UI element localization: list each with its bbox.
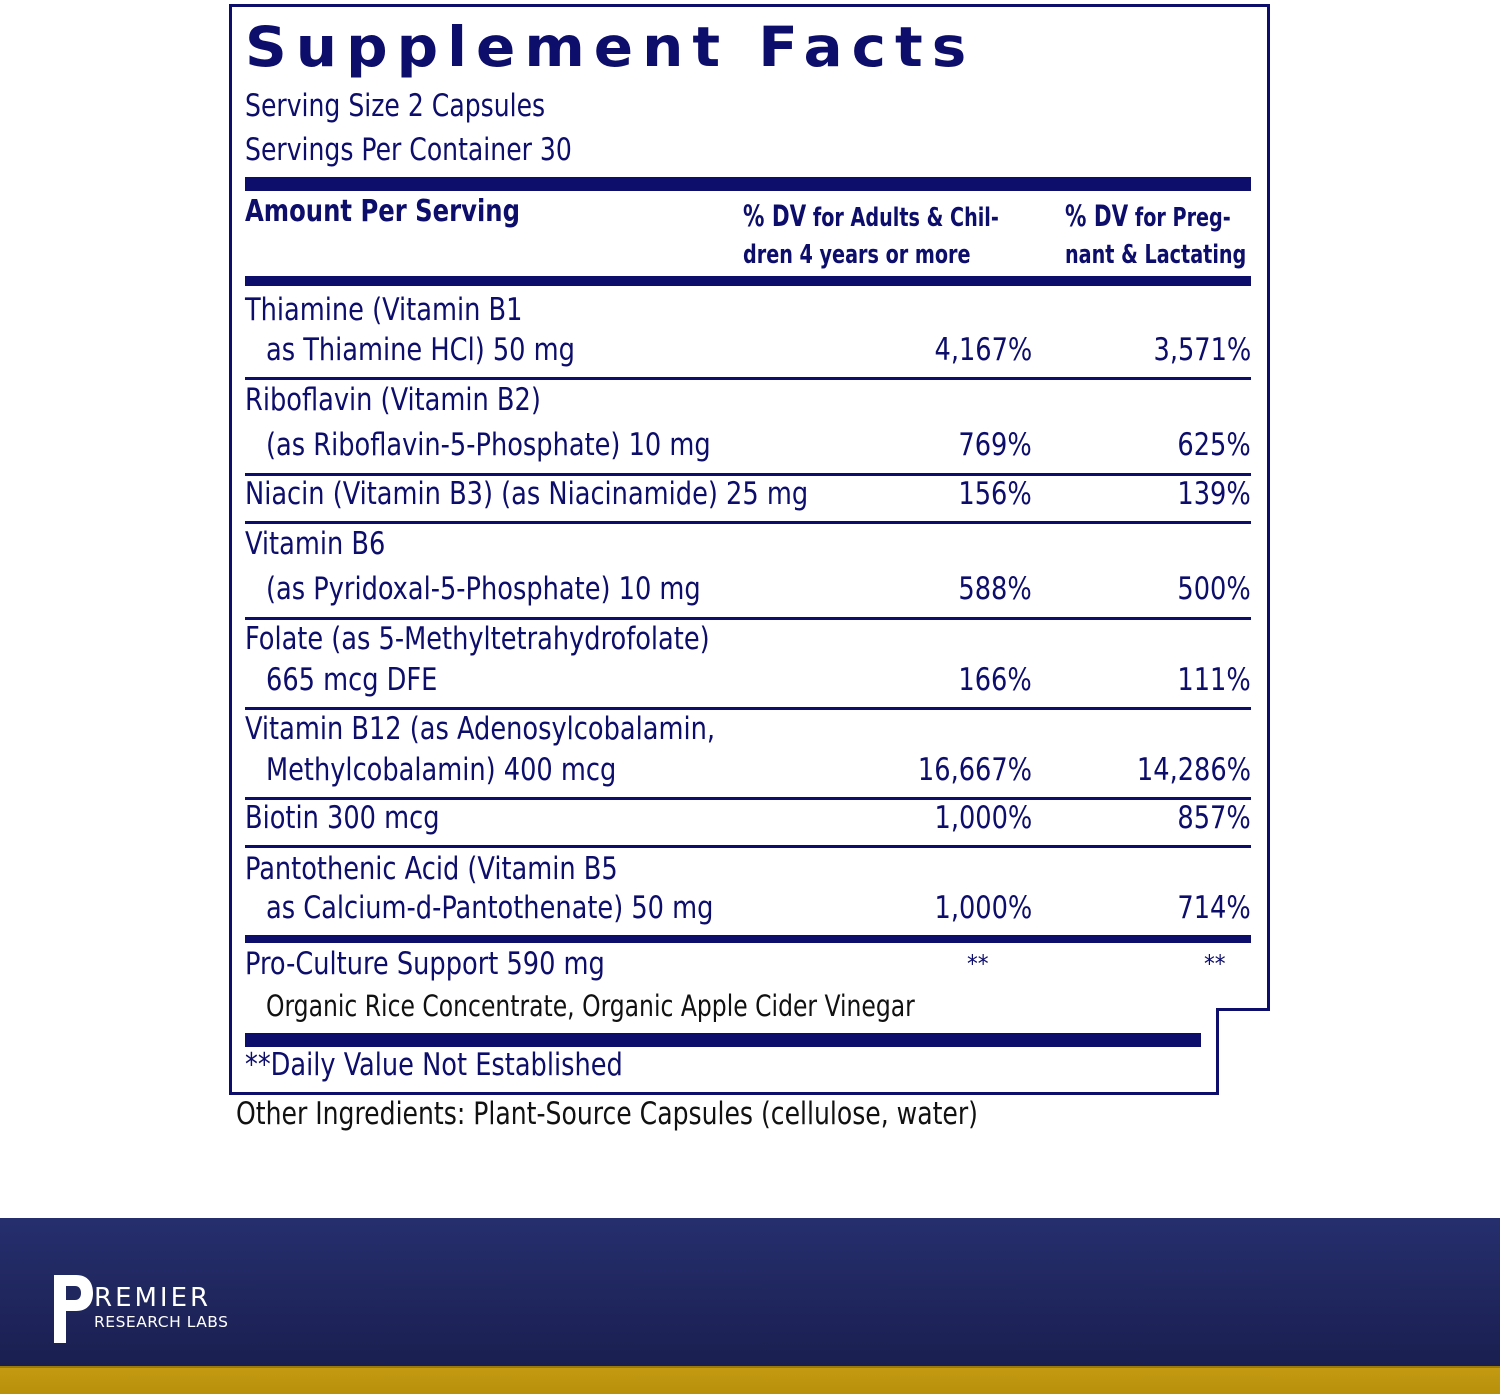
row-divider: [245, 845, 1251, 848]
row-divider: [245, 617, 1251, 620]
panel-border-step: [1216, 1008, 1270, 1011]
servings-per-container: Servings Per Container 30: [245, 132, 572, 168]
dv-pregnant: **: [1204, 950, 1226, 978]
panel-border-top: [229, 4, 1270, 7]
dv-adults: 4,167%: [934, 332, 1032, 368]
header-dv-label: % DV: [743, 199, 807, 233]
dv-adults: 1,000%: [934, 800, 1032, 836]
brand-footer: REMIER RESEARCH LABS: [0, 1218, 1500, 1366]
dv-adults: **: [967, 950, 989, 978]
panel-border-right: [1267, 4, 1270, 1010]
divider-thick: [245, 1033, 1201, 1047]
dv-adults: 769%: [958, 427, 1032, 463]
dv-adults: 1,000%: [934, 890, 1032, 926]
header-dv-label: % DV: [1065, 199, 1129, 233]
row-divider: [245, 377, 1251, 380]
dv-pregnant: 14,286%: [1136, 752, 1251, 788]
dv-pregnant: 111%: [1177, 662, 1251, 698]
row-divider: [245, 521, 1251, 524]
footnote: **Daily Value Not Established: [245, 1047, 623, 1083]
brand-subtitle: RESEARCH LABS: [94, 1313, 229, 1331]
panel-border-left: [229, 4, 232, 1095]
blend-ingredients: Organic Rice Concentrate, Organic Apple …: [266, 989, 915, 1023]
panel-border-right-lower: [1216, 1008, 1219, 1095]
panel-title: Supplement Facts: [245, 14, 976, 80]
dv-pregnant: 3,571%: [1153, 332, 1251, 368]
panel-border-bottom: [229, 1092, 1219, 1095]
dv-pregnant: 139%: [1177, 476, 1251, 512]
dv-adults: 588%: [958, 571, 1032, 607]
divider-medium: [245, 935, 1251, 943]
brand-name: REMIER: [94, 1283, 212, 1313]
dv-adults: 16,667%: [917, 752, 1032, 788]
row-divider: [245, 473, 1251, 476]
dv-pregnant: 714%: [1177, 890, 1251, 926]
row-divider: [245, 707, 1251, 710]
serving-size: Serving Size 2 Capsules: [245, 88, 546, 124]
header-amount-per-serving: Amount Per Serving: [245, 194, 520, 229]
header-dv-pregnant: % DV for Preg- nant & Lactating: [1065, 199, 1247, 270]
supplement-facts-panel: Supplement Facts Serving Size 2 Capsules…: [229, 4, 1270, 1095]
premier-research-labs-logo: REMIER RESEARCH LABS: [50, 1273, 250, 1343]
header-dv-adults: % DV for Adults & Chil- dren 4 years or …: [743, 199, 999, 270]
other-ingredients: Other Ingredients: Plant-Source Capsules…: [236, 1096, 978, 1132]
dv-adults: 166%: [958, 662, 1032, 698]
dv-pregnant: 625%: [1177, 427, 1251, 463]
divider-medium: [245, 276, 1251, 286]
blend-name: Pro-Culture Support 590 mg: [245, 946, 605, 982]
dv-adults: 156%: [958, 476, 1032, 512]
dv-pregnant: 857%: [1177, 800, 1251, 836]
divider-thick: [245, 177, 1251, 191]
dv-pregnant: 500%: [1177, 571, 1251, 607]
gold-stripe: [0, 1366, 1500, 1394]
row-divider: [245, 797, 1251, 800]
logo-p-icon: [54, 1275, 93, 1343]
